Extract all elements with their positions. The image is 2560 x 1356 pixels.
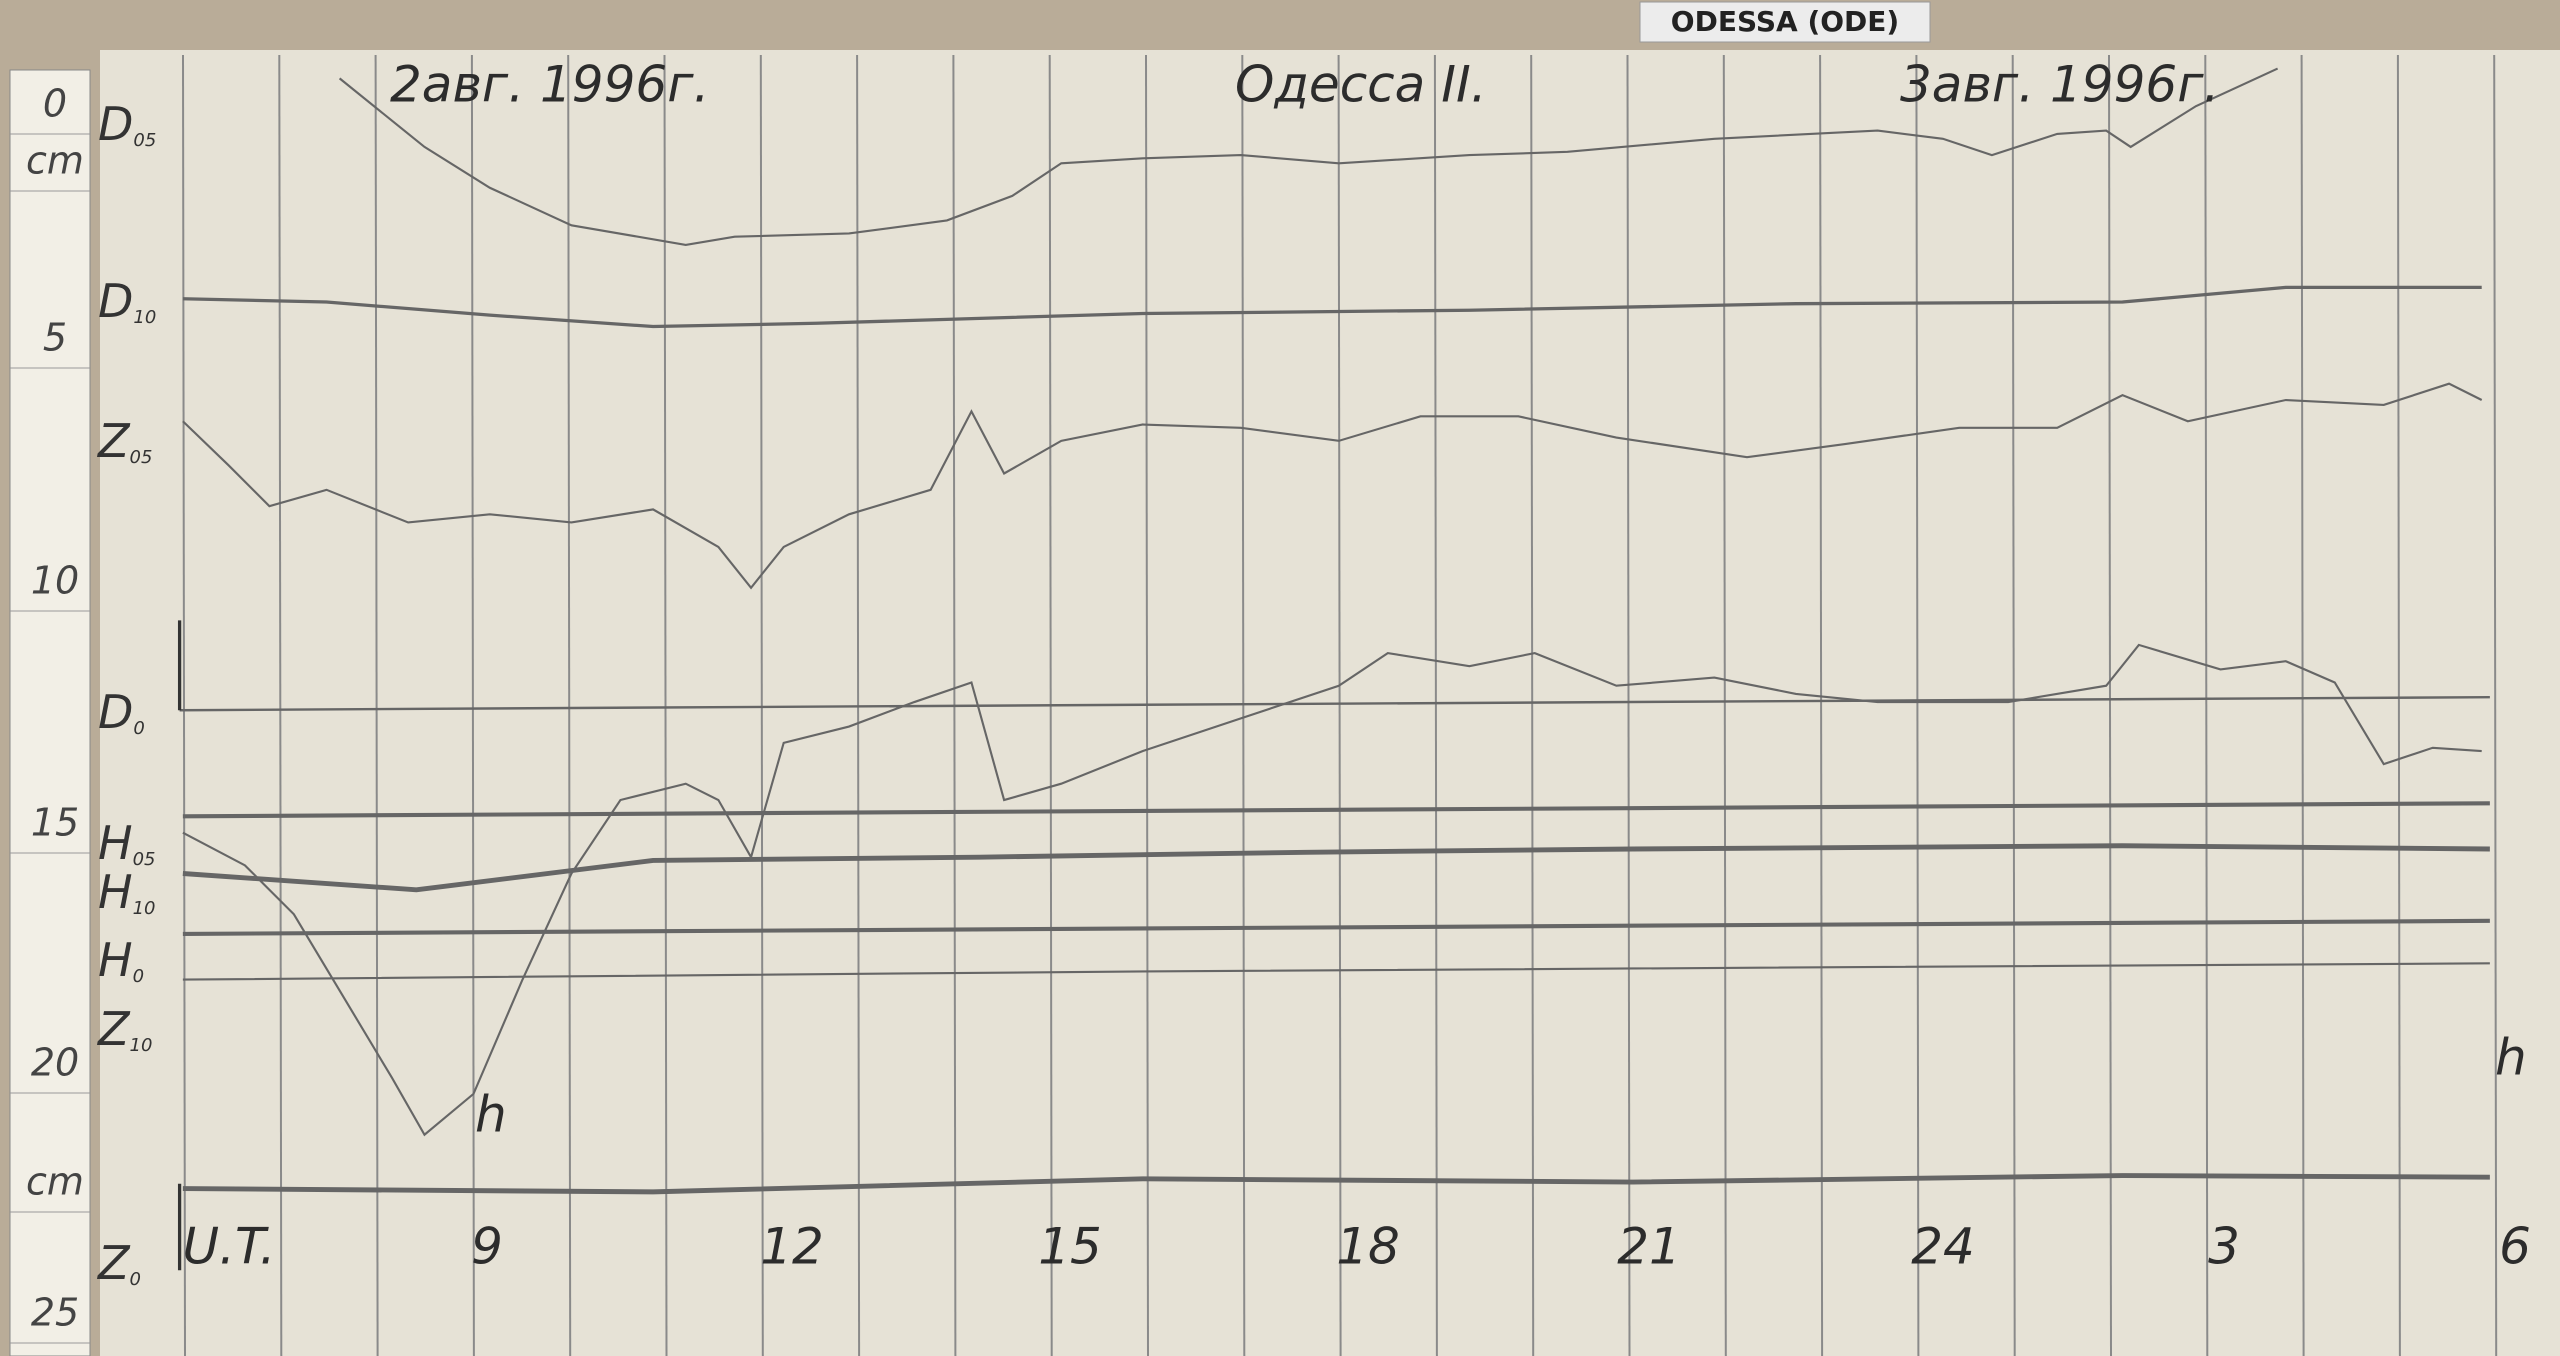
hour-mark: h xyxy=(2495,1029,2527,1087)
grid-line xyxy=(2396,54,2401,1356)
time-label: 24 xyxy=(1911,1218,1975,1276)
grid-line xyxy=(1819,54,1824,1356)
trace-z05 xyxy=(182,382,2483,590)
trace-h0 xyxy=(182,962,2490,981)
grid-line xyxy=(278,54,283,1356)
ruler-label: cm xyxy=(26,139,84,183)
grid-line xyxy=(1626,54,1631,1356)
ruler xyxy=(9,69,91,1356)
time-label: 6 xyxy=(2499,1218,2531,1276)
ruler-label: 25 xyxy=(31,1291,79,1335)
trace-h10 xyxy=(182,843,2490,893)
grid-line xyxy=(1722,54,1727,1356)
ruler-label: 15 xyxy=(31,801,79,845)
trace-sub: 10 xyxy=(133,898,156,919)
station-name: Одесса II. xyxy=(1235,56,1487,114)
station-tag-text: ODESSA (ODE) xyxy=(1671,5,1899,38)
trace-symbol: Z xyxy=(96,1236,131,1290)
baseline-h05 xyxy=(182,801,2490,819)
date-end: 3авг. 1996г. xyxy=(1900,56,2219,114)
date-start: 2авг. 1996г. xyxy=(390,56,709,114)
time-label: 21 xyxy=(1617,1218,1681,1276)
trace-d05 xyxy=(338,67,2279,246)
ruler-label: 20 xyxy=(31,1041,79,1085)
ruler-label: cm xyxy=(26,1160,84,1204)
trace-label: D0 xyxy=(98,685,145,740)
trace-z0 xyxy=(182,1173,2490,1195)
station-tag xyxy=(1639,1,1931,43)
trace-sub: 10 xyxy=(133,307,156,328)
trace-label: Z10 xyxy=(96,1002,152,1057)
grid-line xyxy=(470,54,475,1356)
trace-sub: 0 xyxy=(130,1269,141,1290)
trace-sub: 05 xyxy=(133,130,156,151)
grid-line xyxy=(1915,54,1920,1356)
trace-label: D05 xyxy=(98,97,156,152)
time-label: 12 xyxy=(760,1218,824,1276)
trace-label: H10 xyxy=(98,865,156,920)
grid-line xyxy=(2300,54,2305,1356)
trace-sub: 05 xyxy=(130,447,153,468)
baseline-h0 xyxy=(182,918,2490,936)
ruler-label: 0 xyxy=(43,82,67,126)
trace-symbol: Z xyxy=(96,1002,131,1056)
grid-line xyxy=(2204,54,2209,1356)
trace-symbol: H xyxy=(98,865,133,919)
grid-line xyxy=(567,54,572,1356)
trace-d10 xyxy=(182,285,2482,329)
trace-label: Z0 xyxy=(96,1236,141,1291)
trace-symbol: H xyxy=(98,816,133,870)
time-label: 9 xyxy=(471,1218,503,1276)
trace-symbol: D xyxy=(98,97,133,151)
grid-line xyxy=(1337,54,1342,1356)
trace-sub: 05 xyxy=(133,849,156,870)
trace-sub: 10 xyxy=(130,1035,153,1056)
ruler-label: 10 xyxy=(31,559,79,603)
grid-line xyxy=(1433,54,1438,1356)
grid-line xyxy=(182,54,186,1356)
trace-symbol: H xyxy=(98,933,133,987)
trace-label: Z05 xyxy=(96,414,152,469)
trace-sub: 0 xyxy=(133,718,144,739)
trace-symbol: Z xyxy=(96,414,131,468)
time-label: 15 xyxy=(1038,1218,1102,1276)
hour-mark: h xyxy=(475,1086,507,1144)
trace-d0 xyxy=(182,643,2482,1137)
time-label: 3 xyxy=(2208,1218,2240,1276)
trace-label: H05 xyxy=(98,816,156,871)
time-label: U.T. xyxy=(183,1218,276,1276)
trace-label: H0 xyxy=(98,933,144,988)
ruler-label: 5 xyxy=(43,316,67,360)
traces xyxy=(177,67,2490,1271)
time-labels: U.T. 9 12 15 18 21 24 3 6 xyxy=(183,1218,2531,1276)
baseline-d0 xyxy=(179,695,2490,712)
trace-label: D10 xyxy=(98,274,156,329)
grid-line xyxy=(1530,54,1535,1356)
grid-line xyxy=(759,54,764,1356)
grid-line xyxy=(2011,54,2016,1356)
grid-line xyxy=(1241,54,1246,1356)
time-label: 18 xyxy=(1336,1218,1400,1276)
grid-line xyxy=(2493,54,2498,1356)
grid-line xyxy=(2108,54,2112,1356)
trace-symbol: D xyxy=(98,685,133,739)
grid-line xyxy=(663,54,668,1356)
trace-symbol: D xyxy=(98,274,133,328)
trace-sub: 0 xyxy=(133,966,144,987)
ruler-labels: 0 cm 5 10 15 20 cm 25 xyxy=(10,82,90,1344)
grid-line xyxy=(374,54,379,1356)
